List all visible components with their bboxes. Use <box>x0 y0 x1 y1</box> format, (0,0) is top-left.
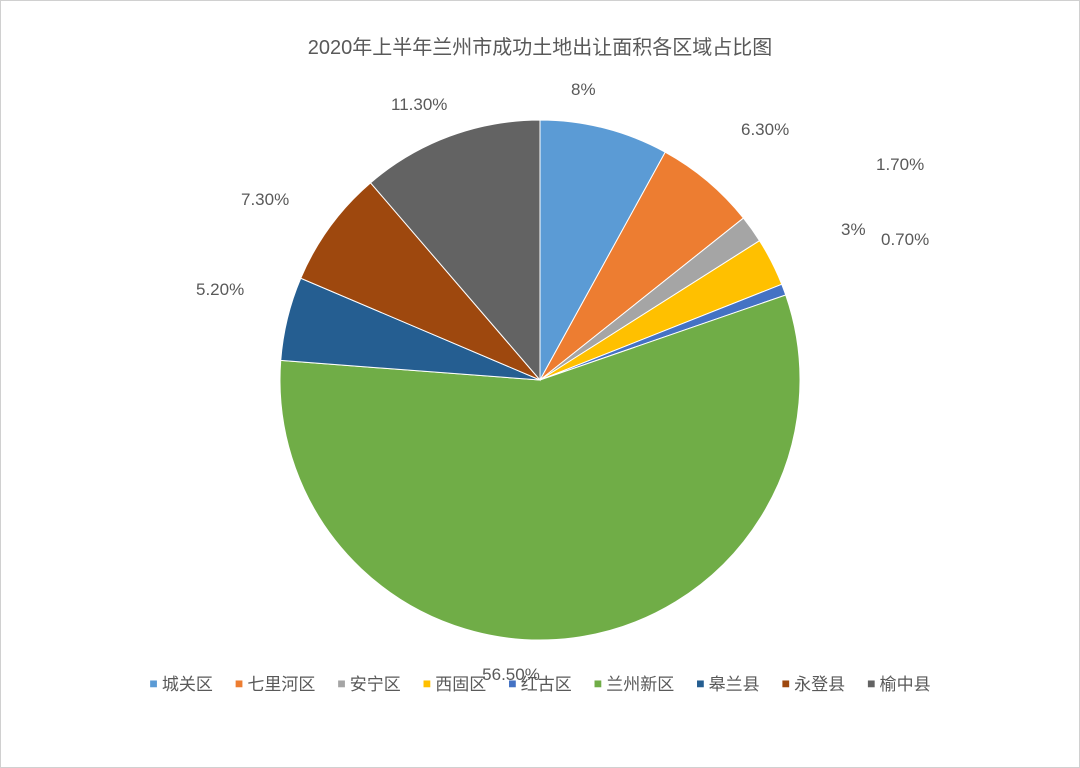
chart-title: 2020年上半年兰州市成功土地出让面积各区域占比图 <box>41 31 1039 60</box>
legend-item: ■七里河区 <box>235 670 315 695</box>
legend-swatch-icon: ■ <box>594 675 602 691</box>
legend-swatch-icon: ■ <box>235 675 243 691</box>
slice-label: 7.30% <box>241 190 289 210</box>
legend-swatch-icon: ■ <box>696 675 704 691</box>
legend-label: 西固区 <box>435 670 486 695</box>
legend-swatch-icon: ■ <box>337 675 345 691</box>
slice-label: 56.50% <box>482 665 540 685</box>
slice-label: 6.30% <box>741 120 789 140</box>
legend-item: ■ 皋兰县 <box>696 670 759 695</box>
legend-label: 兰州新区 <box>606 670 674 695</box>
legend-label: 安宁区 <box>350 670 401 695</box>
legend-swatch-icon: ■ <box>867 675 875 691</box>
legend-item: ■ 榆中县 <box>867 670 930 695</box>
slice-label: 5.20% <box>196 280 244 300</box>
legend-label: 城关区 <box>162 670 213 695</box>
legend-item: ■ 安宁区 <box>337 670 400 695</box>
legend-label: 皋兰县 <box>709 670 760 695</box>
legend-item: ■ 城关区 <box>149 670 212 695</box>
slice-label: 11.30% <box>391 95 447 115</box>
chart-container: 2020年上半年兰州市成功土地出让面积各区域占比图 8% 6.30% 1.70% 3%… <box>1 1 1079 767</box>
legend-swatch-icon: ■ <box>782 675 790 691</box>
slice-label: 8% <box>571 80 596 100</box>
legend-item: ■永登县 <box>782 670 845 695</box>
legend-label: 永登县 <box>794 670 845 695</box>
legend-swatch-icon: ■ <box>423 675 431 691</box>
legend-item: ■兰州新区 <box>594 670 674 695</box>
slice-label: 3% <box>841 220 866 240</box>
legend-label: 七里河区 <box>247 670 315 695</box>
slice-label: 0.70% <box>881 230 929 250</box>
legend: ■城关区■七里河区■安宁区■西固区■红古区■兰州新区■皋兰县■永登县■榆中县 <box>41 670 1039 695</box>
legend-label: 榆中县 <box>880 670 931 695</box>
slice-label: 1.70% <box>876 155 924 175</box>
pie-area: 8%6.30%1.70%3%0.70%56.50%5.20%7.30%11.30… <box>41 70 1039 670</box>
legend-item: ■西固区 <box>423 670 486 695</box>
legend-swatch-icon: ■ <box>149 675 157 691</box>
